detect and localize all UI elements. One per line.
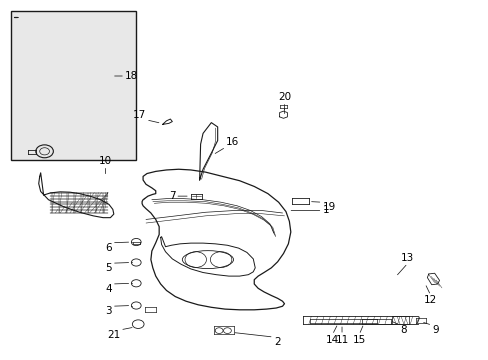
Text: 6: 6: [105, 243, 112, 253]
Text: 9: 9: [431, 325, 438, 335]
Text: 21: 21: [107, 330, 120, 340]
Text: 17: 17: [132, 110, 146, 120]
Text: 13: 13: [401, 253, 414, 263]
Text: 5: 5: [105, 263, 112, 273]
Text: 19: 19: [322, 202, 335, 212]
Text: 2: 2: [273, 337, 280, 347]
Text: 1: 1: [322, 206, 328, 216]
Text: 10: 10: [99, 156, 112, 166]
Text: 15: 15: [352, 335, 365, 345]
Text: 3: 3: [105, 306, 112, 316]
Text: 18: 18: [125, 71, 138, 81]
Text: 14: 14: [325, 335, 338, 345]
Bar: [11, 12, 136, 160]
Text: 4: 4: [105, 284, 112, 294]
Text: 11: 11: [335, 335, 348, 345]
Text: 7: 7: [168, 191, 175, 201]
Text: 8: 8: [400, 325, 407, 335]
Text: 16: 16: [225, 137, 239, 147]
Text: 12: 12: [423, 296, 436, 306]
Text: 20: 20: [277, 92, 290, 102]
